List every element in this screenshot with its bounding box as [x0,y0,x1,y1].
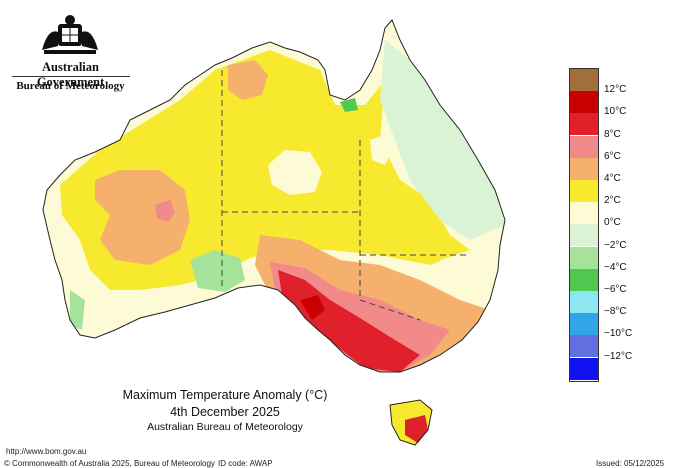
legend-label: −8°C [604,306,627,318]
legend-label: 4°C [604,173,621,184]
footer-id-code: ID code: AWAP [218,459,273,468]
map-title: Maximum Temperature Anomaly (°C) [122,388,328,402]
legend-swatch [570,268,598,291]
legend-swatch [570,291,598,313]
legend-label: −10°C [604,328,633,340]
legend-swatch [570,357,598,380]
legend-swatch [570,135,598,158]
legend-swatch [570,224,598,247]
color-legend [569,68,599,382]
bureau-name: Bureau of Meteorology [16,80,125,92]
legend-label: −6°C [604,284,627,295]
legend-label: 8°C [604,128,621,140]
coat-of-arms-icon [42,15,98,54]
legend-label: 6°C [604,150,621,162]
legend-label: 2°C [604,195,621,207]
legend-swatch [570,113,598,136]
legend-swatch [570,202,598,225]
government-name: Australian Government [36,60,105,89]
logo-divider [12,76,130,77]
legend-label: −2°C [604,239,627,251]
map-source: Australian Bureau of Meteorology [147,421,303,433]
legend-swatch [570,69,598,91]
legend-label: 12°C [604,84,627,96]
legend-swatch [570,246,598,269]
government-logo: Australian Government Bureau of Meteorol… [8,10,133,95]
legend-swatch [570,335,598,358]
map-date: 4th December 2025 [170,405,280,419]
footer-url[interactable]: http://www.bom.gov.au [6,447,87,456]
legend-swatch [570,157,598,180]
legend-label: −12°C [604,350,633,362]
legend-swatch [570,91,598,114]
footer-copyright: © Commonwealth of Australia 2025, Bureau… [4,459,215,468]
legend-label: 10°C [604,106,627,118]
legend-label: −4°C [604,261,627,273]
legend-swatch [570,180,598,202]
legend-label: 0°C [604,217,621,229]
legend-swatch [570,313,598,336]
footer-issued: Issued: 05/12/2025 [596,459,665,468]
